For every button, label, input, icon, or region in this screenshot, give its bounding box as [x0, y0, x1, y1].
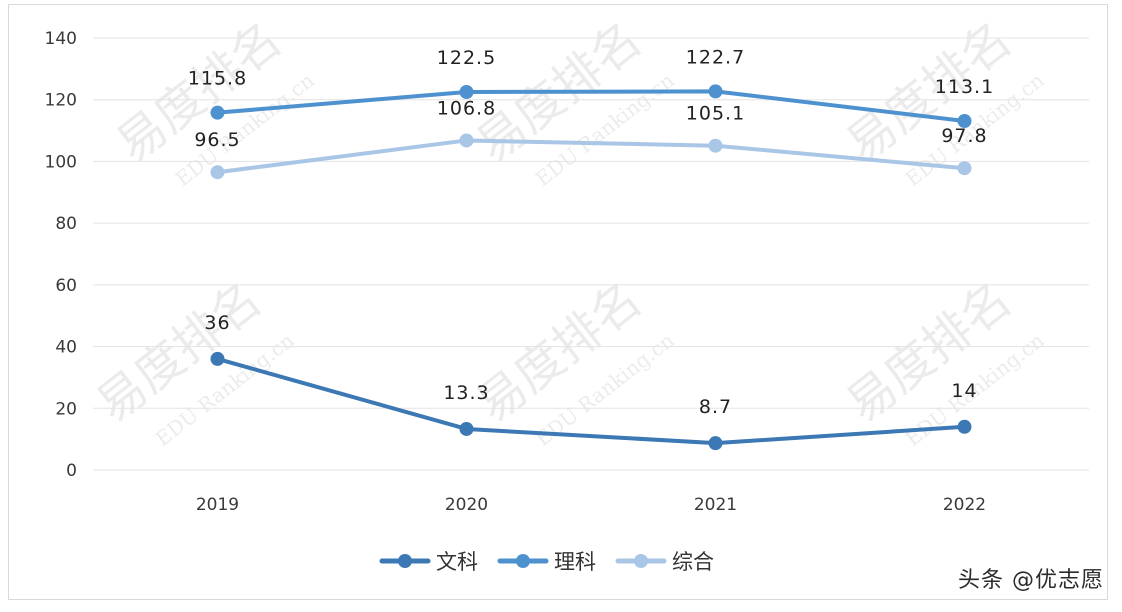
y-tick-label: 20 [55, 399, 77, 419]
data-label-理科: 113.1 [935, 76, 994, 98]
data-point-理科 [708, 84, 723, 99]
series-line-文科 [215, 356, 967, 446]
legend-label-综合: 综合 [672, 550, 714, 574]
legend-marker-综合 [634, 554, 648, 568]
footer-credit: 头条 @优志愿 [958, 568, 1104, 593]
data-point-综合 [210, 165, 225, 180]
series-line-理科 [215, 89, 967, 124]
data-point-理科 [957, 114, 972, 129]
data-label-综合: 97.8 [941, 125, 987, 147]
data-label-理科: 115.8 [188, 68, 247, 90]
legend-marker-文科 [398, 554, 412, 568]
y-tick-label: 0 [66, 461, 77, 481]
legend-label-理科: 理科 [554, 550, 596, 574]
chart-frame: 易度排名 EDU Ranking.cn 易度排名 EDU Ranking.cn 易度排名… [8, 4, 1108, 600]
data-label-综合: 105.1 [686, 103, 745, 125]
x-tick-label: 2020 [445, 495, 488, 515]
y-tick-label: 100 [45, 152, 77, 172]
data-point-综合 [957, 161, 972, 176]
data-point-综合 [708, 138, 723, 153]
y-tick-label: 140 [45, 29, 77, 49]
y-tick-label: 40 [55, 338, 77, 358]
legend-marker-理科 [516, 554, 530, 568]
data-point-文科 [459, 421, 474, 436]
data-point-文科 [708, 436, 723, 451]
x-tick-label: 2022 [943, 495, 986, 515]
data-label-理科: 122.7 [686, 46, 745, 68]
y-tick-label: 60 [55, 276, 77, 296]
series-line-综合 [215, 138, 967, 175]
x-tick-label: 2019 [196, 495, 239, 515]
data-point-理科 [210, 105, 225, 120]
data-point-文科 [210, 351, 225, 366]
data-label-综合: 106.8 [437, 97, 496, 119]
y-tick-label: 80 [55, 214, 77, 234]
data-label-文科: 14 [951, 380, 977, 402]
data-point-文科 [957, 419, 972, 434]
data-label-理科: 122.5 [437, 47, 496, 69]
x-tick-label: 2021 [694, 495, 737, 515]
legend-label-文科: 文科 [436, 550, 478, 574]
data-label-综合: 96.5 [194, 129, 240, 151]
data-point-理科 [459, 85, 474, 99]
data-label-文科: 36 [204, 312, 230, 334]
y-tick-label: 120 [45, 91, 77, 111]
data-label-文科: 8.7 [699, 396, 732, 418]
data-point-综合 [459, 133, 474, 148]
data-label-文科: 13.3 [443, 382, 489, 404]
